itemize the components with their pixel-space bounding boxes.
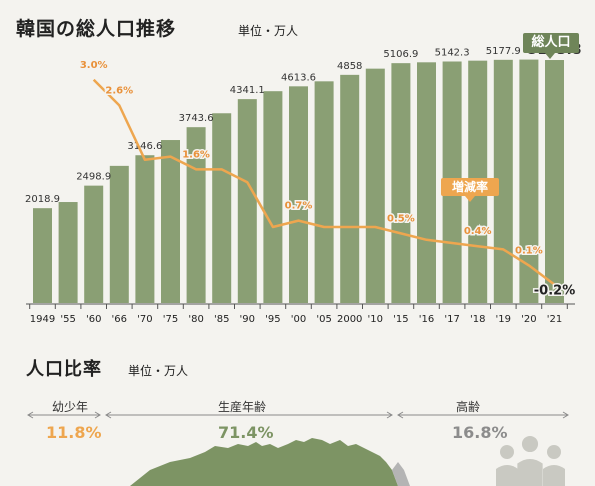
- elderly-value: 16.8%: [452, 423, 508, 442]
- population-bar: [365, 68, 385, 303]
- x-tick-label: 1949: [30, 314, 55, 325]
- person-body: [517, 458, 543, 486]
- elderly-people-icon: [496, 435, 565, 486]
- x-tick-label: '75: [163, 314, 178, 325]
- ratio-unit: 単位・万人: [128, 364, 189, 378]
- x-tick-label: '20: [521, 314, 536, 325]
- population-bar-label: 4341.1: [230, 85, 265, 96]
- x-tick-label: '21: [547, 314, 562, 325]
- population-bar: [314, 81, 334, 303]
- population-bar: [289, 86, 308, 304]
- population-bar-label: 2018.9: [25, 194, 60, 205]
- elderly-area: [392, 462, 410, 486]
- working-age-label: 生産年齢: [218, 400, 267, 414]
- population-bar-label: 5177.9: [486, 46, 521, 57]
- total-population-label: 総人口: [523, 33, 579, 59]
- population-bar: [263, 91, 283, 303]
- population-bar-label: 5142.3: [435, 47, 470, 58]
- x-tick-label: 2000: [337, 314, 362, 325]
- population-bar: [58, 202, 78, 303]
- growth-rate-label: 1.6%: [182, 149, 210, 160]
- growth-rate-label: 0.1%: [515, 245, 543, 256]
- population-bar: [161, 140, 180, 303]
- chart-title: 韓国の総人口推移: [16, 18, 177, 40]
- x-tick-label: '70: [137, 314, 152, 325]
- ratio-arrowhead: [105, 411, 112, 419]
- x-tick-label: '16: [419, 314, 434, 325]
- growth-rate-label: 増減率: [441, 178, 499, 202]
- population-bar: [135, 155, 155, 303]
- x-tick-label: '10: [368, 314, 383, 325]
- population-bar: [493, 59, 513, 303]
- growth-rate-line: [92, 78, 556, 286]
- youth-label: 幼少年: [52, 400, 89, 414]
- x-tick-label: '18: [470, 314, 485, 325]
- population-bar: [545, 60, 564, 304]
- growth-rate-label: 3.0%: [80, 60, 108, 71]
- x-tick-label: '90: [240, 314, 255, 325]
- growth-rate-label: 0.4%: [464, 226, 492, 237]
- growth-rate-label: 0.5%: [387, 213, 415, 224]
- x-tick-label: '80: [188, 314, 203, 325]
- ratio-arrowhead: [562, 411, 569, 419]
- population-bar-label: 3743.6: [179, 113, 214, 124]
- x-tick-label: '05: [316, 314, 331, 325]
- population-bar: [340, 74, 360, 303]
- population-bar: [212, 113, 232, 303]
- population-bar: [109, 165, 129, 303]
- population-bar-label: 5106.9: [383, 49, 418, 60]
- ratio-arrowhead: [386, 411, 393, 419]
- growth-rate-label: -0.2%: [534, 284, 575, 299]
- person-body: [496, 465, 518, 486]
- population-bar-label: 4613.6: [281, 72, 316, 83]
- population-bar: [186, 127, 206, 303]
- youth-value: 11.8%: [46, 423, 102, 442]
- x-tick-label: '95: [265, 314, 280, 325]
- population-bar: [33, 208, 52, 303]
- person-head: [547, 445, 561, 459]
- person-head: [521, 435, 539, 453]
- working-age-area: [130, 438, 398, 486]
- elderly-label: 高齢: [456, 400, 481, 414]
- population-bar-label: 4858: [337, 61, 362, 72]
- population-bar: [417, 62, 436, 303]
- x-tick-label: '66: [112, 314, 127, 325]
- growth-rate-label: 0.7%: [285, 201, 313, 212]
- population-bar: [391, 63, 411, 304]
- growth-rate-label: 2.6%: [105, 85, 133, 96]
- ratio-arrowhead: [94, 411, 101, 419]
- x-tick-label: '85: [214, 314, 229, 325]
- x-tick-label: '17: [444, 314, 459, 325]
- ratio-arrowhead: [397, 411, 404, 419]
- x-tick-label: '60: [86, 314, 101, 325]
- working-age-value: 71.4%: [218, 423, 274, 442]
- population-bar: [519, 59, 539, 303]
- person-head: [500, 445, 514, 459]
- person-body: [543, 465, 565, 486]
- x-tick-label: '55: [60, 314, 75, 325]
- population-bar: [237, 99, 257, 303]
- ratio-title: 人口比率: [26, 359, 102, 380]
- chart-unit: 単位・万人: [238, 24, 299, 38]
- population-bar: [84, 185, 104, 303]
- population-bar-label: 2498.9: [76, 172, 111, 183]
- x-tick-label: '15: [393, 314, 408, 325]
- x-tick-label: '19: [496, 314, 511, 325]
- x-tick-label: '00: [291, 314, 306, 325]
- population-bar-label: 3146.6: [127, 141, 162, 152]
- ratio-arrowhead: [27, 411, 34, 419]
